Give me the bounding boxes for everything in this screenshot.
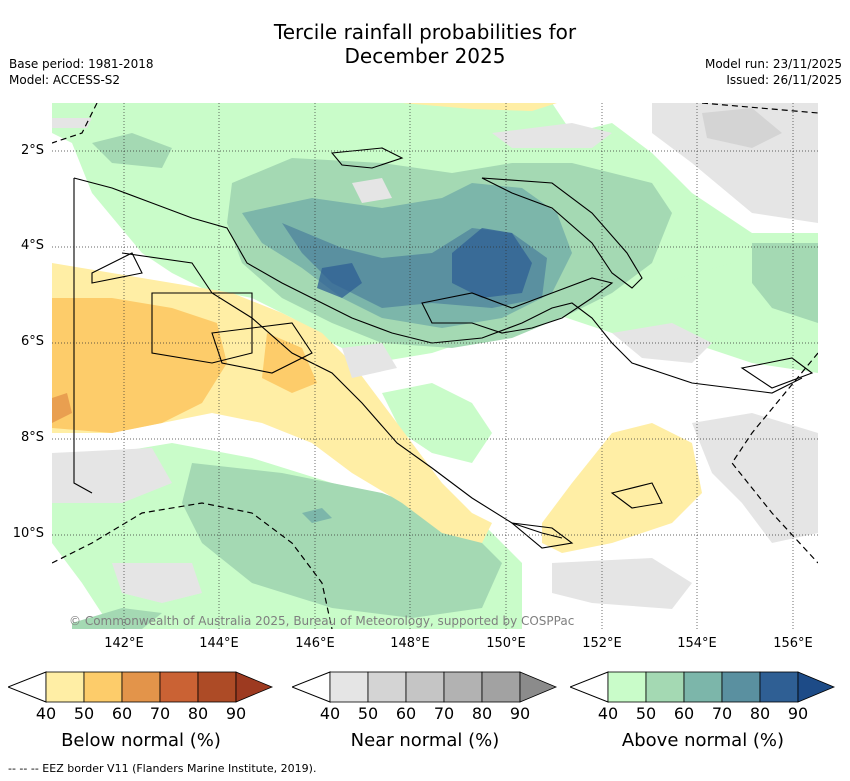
base-period: Base period: 1981-2018 xyxy=(9,57,154,71)
colorbar-near-swatch xyxy=(367,671,407,703)
model-name: Model: ACCESS-S2 xyxy=(9,73,121,87)
ramu-outline xyxy=(91,252,143,284)
colorbar-below-swatch xyxy=(83,671,123,703)
eez-borders xyxy=(52,103,818,629)
eez-north-west xyxy=(52,103,98,144)
issued-date: Issued: 26/11/2025 xyxy=(726,73,842,87)
colorbar-tick: 90 xyxy=(509,704,531,723)
colorbar-above-swatch xyxy=(721,671,761,703)
border-west xyxy=(73,178,93,494)
colorbar-tick: 70 xyxy=(711,704,733,723)
colorbar-below-swatch xyxy=(159,671,199,703)
colorbar-above-swatch xyxy=(645,671,685,703)
colorbar-near-swatch xyxy=(405,671,445,703)
colorbar-tick: 70 xyxy=(433,704,455,723)
lat-label: 6°S xyxy=(20,334,44,349)
colorbar-below-low-arrow xyxy=(8,671,47,703)
lon-label: 156°E xyxy=(773,636,813,651)
colorbar-above-swatch xyxy=(607,671,647,703)
new-britain xyxy=(421,277,614,334)
colorbar-tick: 40 xyxy=(35,704,57,723)
colorbar-tick: 80 xyxy=(749,704,771,723)
model-run: Model run: 23/11/2025 xyxy=(704,57,842,71)
colorbar-tick: 50 xyxy=(357,704,379,723)
colorbar-tick: 50 xyxy=(635,704,657,723)
below-normal-60-region xyxy=(52,393,72,423)
colorbar-below-swatch xyxy=(197,671,237,703)
lon-label: 146°E xyxy=(295,636,335,651)
colorbar-tick: 90 xyxy=(225,704,247,723)
milne-bay xyxy=(510,522,574,549)
colorbar-above-swatch xyxy=(683,671,723,703)
colorbar-near-normal xyxy=(292,671,558,703)
eez-legend: -- -- -- EEZ border V11 (Flanders Marine… xyxy=(8,762,317,775)
colorbar-tick: 60 xyxy=(395,704,417,723)
lon-label: 142°E xyxy=(104,636,144,651)
colorbar-below-normal xyxy=(8,671,274,703)
colorbar-near-low-arrow xyxy=(292,671,331,703)
colorbar-near-swatch xyxy=(443,671,483,703)
lon-label: 152°E xyxy=(582,636,622,651)
colorbar-near-high-arrow xyxy=(519,671,558,703)
new-ireland xyxy=(481,177,643,289)
png-north-coast xyxy=(73,177,803,394)
colorbar-tick: 50 xyxy=(73,704,95,723)
colorbar-tick: 80 xyxy=(471,704,493,723)
near-normal-40-region xyxy=(52,103,818,609)
colorbar-above-high-arrow xyxy=(797,671,836,703)
colorbar-title-below: Below normal (%) xyxy=(61,730,221,751)
lon-label: 154°E xyxy=(677,636,717,651)
above-normal-80-region xyxy=(317,228,532,298)
below-normal-50-region xyxy=(52,298,317,433)
colorbar-near-swatch xyxy=(329,671,369,703)
copyright-notice: © Commonwealth of Australia 2025, Bureau… xyxy=(69,614,575,628)
lat-label: 10°S xyxy=(12,526,44,541)
woodlark xyxy=(610,482,663,509)
colorbar-tick: 60 xyxy=(673,704,695,723)
colorbar-tick: 60 xyxy=(111,704,133,723)
lon-label: 150°E xyxy=(486,636,526,651)
lon-label: 144°E xyxy=(199,636,239,651)
colorbar-tick: 80 xyxy=(187,704,209,723)
colorbar-near-swatch xyxy=(481,671,521,703)
lat-label: 4°S xyxy=(20,238,44,253)
probability-map xyxy=(52,103,818,629)
eez-south xyxy=(52,502,333,629)
colorbar-tick: 40 xyxy=(597,704,619,723)
lat-label: 8°S xyxy=(20,430,44,445)
gridlines xyxy=(52,103,818,629)
lat-label: 2°S xyxy=(20,143,44,158)
colorbar-above-swatch xyxy=(759,671,799,703)
map-title-line1: Tercile rainfall probabilities for xyxy=(273,20,577,44)
colorbar-title-above: Above normal (%) xyxy=(621,730,785,751)
coastlines xyxy=(73,147,814,549)
colorbar-tick: 70 xyxy=(149,704,171,723)
near-normal-50-region xyxy=(702,108,782,148)
colorbar-above-low-arrow xyxy=(570,671,609,703)
colorbar-title-near: Near normal (%) xyxy=(350,730,500,751)
manus-island xyxy=(330,147,404,169)
map-title-line2: December 2025 xyxy=(344,44,506,68)
lon-label: 148°E xyxy=(390,636,430,651)
bougainville xyxy=(740,357,814,389)
colorbar-below-swatch xyxy=(121,671,161,703)
colorbar-above-normal xyxy=(570,671,836,703)
colorbar-below-swatch xyxy=(45,671,85,703)
colorbar-tick: 40 xyxy=(319,704,341,723)
colorbar-below-high-arrow xyxy=(235,671,274,703)
colorbar-tick: 90 xyxy=(787,704,809,723)
province-outline-2 xyxy=(211,322,313,374)
